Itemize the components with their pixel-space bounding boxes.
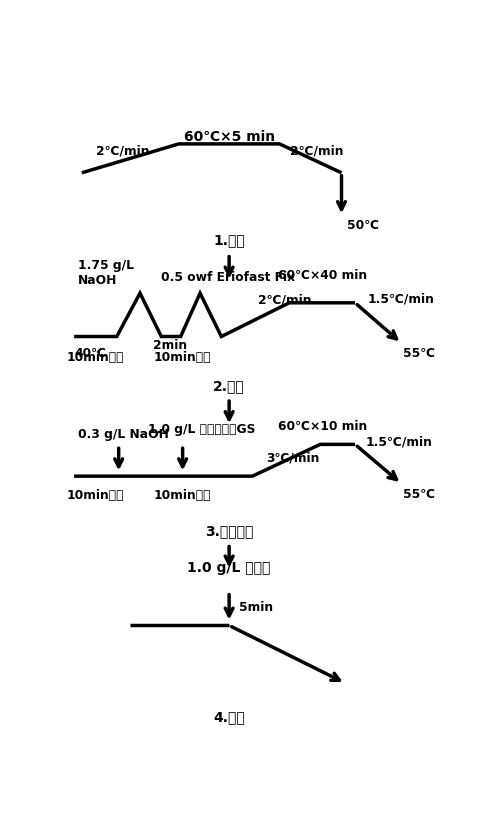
Text: 60℃×10 min: 60℃×10 min [278, 420, 367, 432]
Text: 1.5℃/min: 1.5℃/min [368, 292, 434, 306]
Text: 0.3 g/L NaOH: 0.3 g/L NaOH [78, 427, 169, 441]
Text: 2min: 2min [153, 339, 188, 353]
Text: 2.固色: 2.固色 [213, 380, 245, 394]
Text: 1.0 g/L 阴离子碱油GS: 1.0 g/L 阴离子碱油GS [148, 422, 255, 436]
Text: 10min线性: 10min线性 [66, 489, 124, 502]
Text: 2℃/min: 2℃/min [96, 144, 150, 158]
Text: 3℃/min: 3℃/min [266, 451, 320, 464]
Text: 3.二次洗水: 3.二次洗水 [205, 524, 254, 538]
Text: 1.洗水: 1.洗水 [213, 233, 245, 247]
Text: 10min线性: 10min线性 [66, 351, 124, 364]
Text: 55℃: 55℃ [404, 347, 436, 360]
Text: 0.5 owf Eriofast Fix: 0.5 owf Eriofast Fix [162, 271, 296, 283]
Text: 1.0 g/L 柠檬酸: 1.0 g/L 柠檬酸 [188, 561, 271, 576]
Text: 1.5℃/min: 1.5℃/min [366, 436, 432, 449]
Text: 10min线性: 10min线性 [154, 351, 212, 364]
Text: 5min: 5min [239, 601, 273, 613]
Text: 55℃: 55℃ [404, 488, 436, 501]
Text: 1.75 g/L
NaOH: 1.75 g/L NaOH [78, 260, 134, 287]
Text: 2℃/min: 2℃/min [290, 144, 343, 158]
Text: 60℃×40 min: 60℃×40 min [278, 269, 366, 282]
Text: 10min线性: 10min线性 [154, 489, 212, 502]
Text: 50℃: 50℃ [348, 219, 380, 232]
Text: 4.中和: 4.中和 [213, 710, 245, 724]
Text: 40℃: 40℃ [74, 347, 106, 360]
Text: 60℃×5 min: 60℃×5 min [184, 130, 274, 144]
Text: 2℃/min: 2℃/min [258, 293, 312, 307]
